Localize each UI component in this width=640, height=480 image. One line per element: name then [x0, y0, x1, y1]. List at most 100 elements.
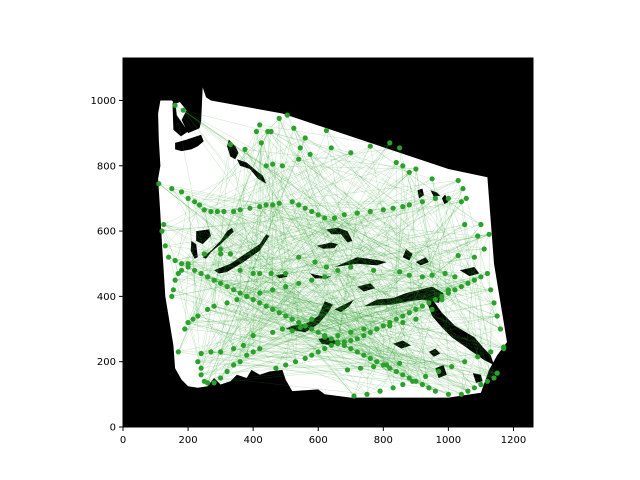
roadmap-edge	[386, 172, 410, 366]
obstacle-region	[472, 373, 483, 383]
roadmap-node	[296, 202, 302, 208]
roadmap-edge	[293, 128, 410, 276]
roadmap-node	[211, 303, 217, 309]
roadmap-node	[367, 329, 373, 335]
roadmap-edge	[285, 309, 416, 317]
roadmap-edge	[279, 118, 286, 287]
roadmap-edge	[337, 266, 351, 344]
roadmap-edge	[464, 224, 488, 382]
roadmap-node	[426, 300, 432, 306]
roadmap-edge	[370, 332, 478, 357]
roadmap-node	[156, 181, 162, 187]
roadmap-edge	[402, 322, 410, 379]
roadmap-node	[371, 267, 377, 273]
roadmap-edge	[298, 271, 400, 323]
roadmap-node	[270, 306, 276, 312]
roadmap-edge	[188, 211, 312, 264]
roadmap-edge	[266, 165, 416, 170]
roadmap-node	[367, 355, 373, 361]
roadmap-node	[393, 159, 399, 166]
roadmap-node	[413, 306, 419, 312]
roadmap-node	[413, 316, 419, 322]
roadmap-edge	[217, 211, 254, 336]
roadmap-node	[218, 375, 224, 381]
roadmap-edge	[163, 224, 410, 276]
roadmap-edge	[293, 128, 423, 307]
roadmap-edge	[207, 309, 475, 388]
roadmap-node	[205, 306, 211, 312]
roadmap-edge	[184, 131, 268, 330]
roadmap-edge	[298, 159, 403, 323]
roadmap-node	[322, 274, 328, 280]
roadmap-node	[309, 352, 315, 358]
roadmap-node	[400, 163, 406, 169]
roadmap-edge	[298, 283, 495, 379]
roadmap-edge	[213, 152, 351, 384]
roadmap-node	[410, 378, 416, 384]
roadmap-edge	[350, 266, 495, 379]
roadmap-node	[367, 208, 373, 215]
roadmap-edge	[311, 146, 371, 212]
roadmap-edge	[324, 348, 452, 367]
roadmap-edge	[244, 149, 319, 215]
roadmap-node	[458, 284, 464, 290]
roadmap-edge	[253, 335, 465, 362]
roadmap-edge	[383, 306, 423, 366]
roadmap-edge	[244, 149, 413, 382]
roadmap-edge	[363, 335, 439, 372]
roadmap-edge	[285, 315, 504, 349]
roadmap-node	[284, 112, 290, 118]
roadmap-edge	[204, 180, 459, 210]
roadmap-edge	[201, 234, 490, 354]
roadmap-edge	[383, 325, 410, 379]
roadmap-node	[162, 243, 168, 249]
roadmap-edge	[184, 276, 481, 330]
roadmap-node	[419, 381, 425, 388]
roadmap-edge	[213, 302, 228, 383]
roadmap-node	[296, 254, 302, 260]
roadmap-edge	[188, 263, 286, 287]
roadmap-node	[309, 316, 315, 322]
roadmap-edge	[246, 296, 390, 326]
roadmap-edge	[207, 276, 504, 349]
roadmap-node	[367, 143, 373, 149]
roadmap-edge	[233, 364, 374, 367]
roadmap-edge	[350, 224, 481, 268]
roadmap-edge	[409, 296, 443, 379]
roadmap-edge	[402, 165, 449, 290]
roadmap-edge	[282, 165, 469, 392]
obstacle-region	[428, 348, 441, 357]
roadmap-node	[198, 372, 204, 378]
roadmap-node	[182, 326, 188, 332]
roadmap-node	[172, 257, 178, 264]
roadmap-node	[180, 107, 186, 113]
roadmap-node	[491, 300, 497, 306]
roadmap-edge	[246, 168, 417, 297]
roadmap-edge	[402, 206, 443, 297]
roadmap-edge	[243, 261, 316, 346]
roadmap-edge	[217, 211, 478, 237]
roadmap-edge	[363, 255, 459, 330]
roadmap-edge	[181, 270, 237, 300]
roadmap-edge	[230, 124, 260, 254]
roadmap-edge	[181, 248, 485, 264]
roadmap-edge	[298, 159, 436, 199]
roadmap-edge	[270, 273, 286, 317]
roadmap-edge	[197, 315, 361, 369]
roadmap-edge	[275, 142, 390, 369]
roadmap-node	[484, 270, 490, 277]
roadmap-edge	[200, 149, 246, 354]
roadmap-edge	[233, 364, 439, 372]
roadmap-edge	[318, 273, 488, 333]
roadmap-edge	[279, 299, 442, 313]
roadmap-edge	[188, 322, 423, 385]
roadmap-edge	[409, 168, 417, 313]
roadmap-node	[488, 349, 494, 355]
roadmap-node	[491, 375, 497, 381]
roadmap-edge	[210, 142, 390, 353]
roadmap-node	[231, 346, 237, 352]
roadmap-edge	[259, 204, 299, 274]
roadmap-edge	[298, 217, 335, 258]
roadmap-node	[436, 368, 442, 375]
roadmap-node	[270, 202, 276, 208]
